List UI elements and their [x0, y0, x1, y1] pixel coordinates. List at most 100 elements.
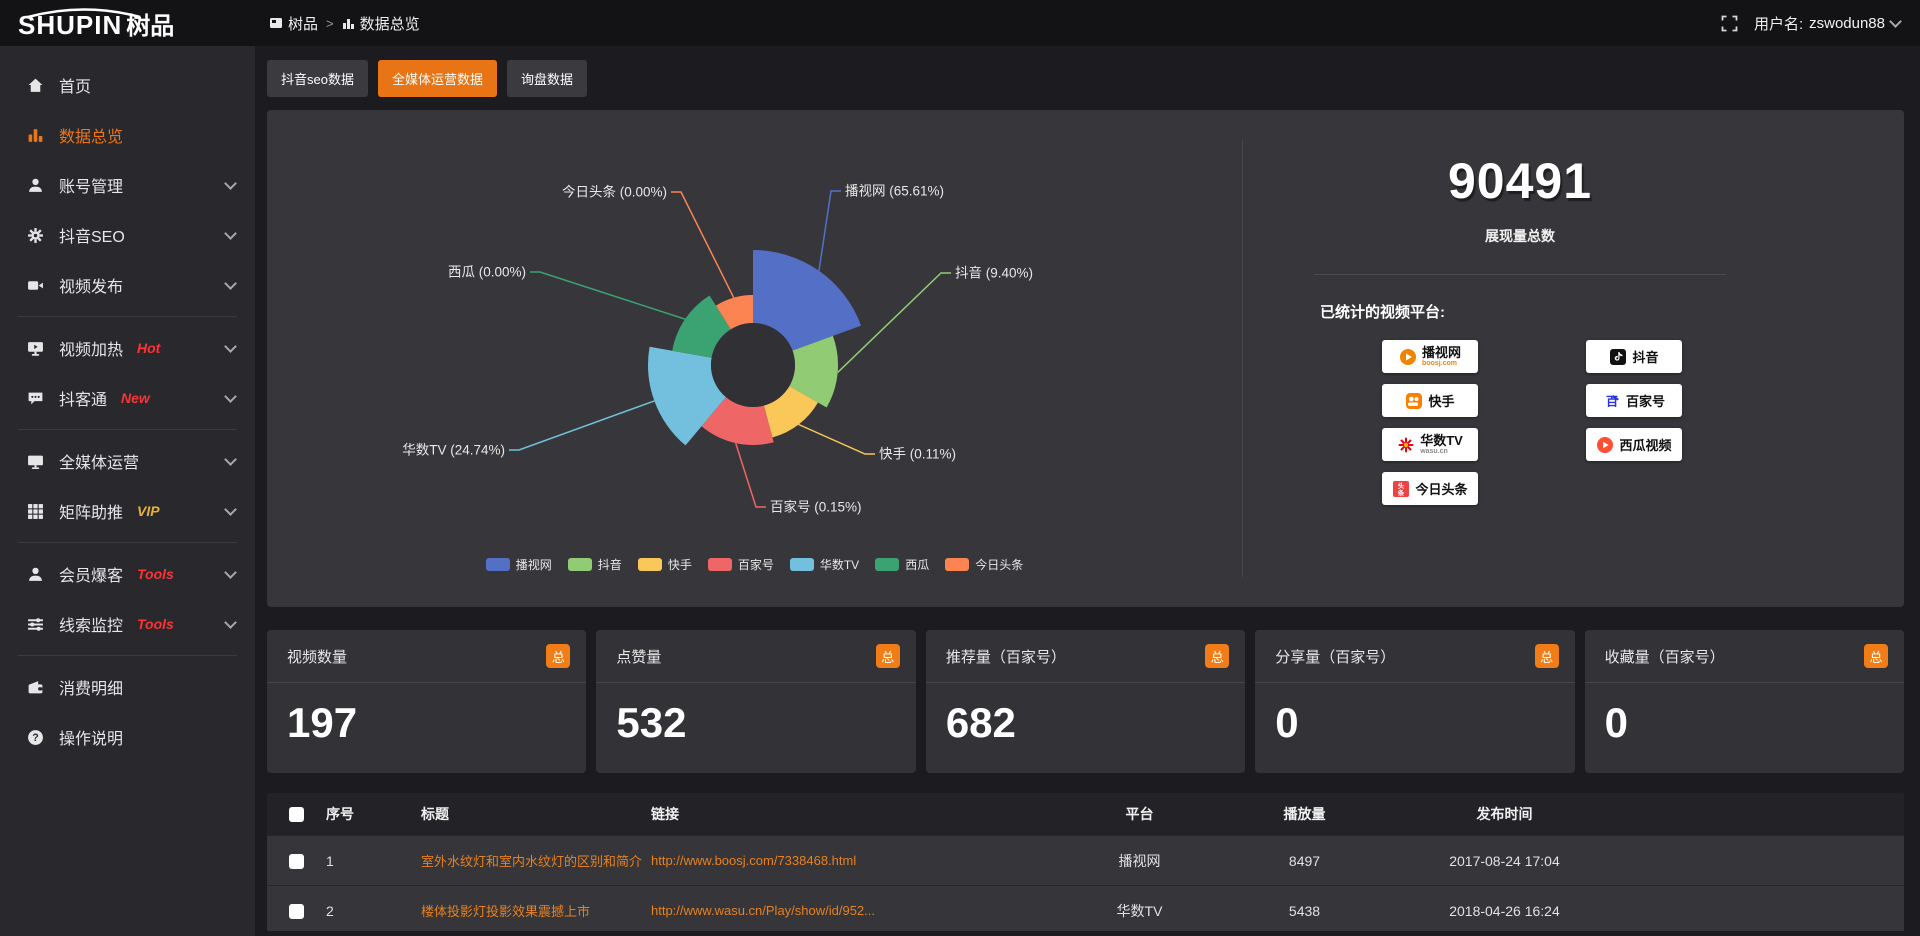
video-camera-icon: [26, 277, 44, 294]
sidebar-item-omnimedia-operation[interactable]: 全媒体运营: [0, 436, 255, 486]
tab-inquiry-data[interactable]: 询盘数据: [506, 60, 587, 97]
card-shares: 分享量（百家号） 总 0: [1255, 630, 1575, 773]
pie-slice-西瓜[interactable]: [672, 295, 731, 358]
breadcrumb-current[interactable]: 数据总览: [342, 13, 420, 34]
chevron-down-icon: [224, 176, 237, 190]
label-line: [798, 423, 875, 455]
select-all-checkbox[interactable]: [288, 807, 304, 823]
logo-arc-icon: [27, 7, 141, 18]
video-title-link[interactable]: 楼体投影灯投影效果震撼上市: [420, 885, 650, 931]
sidebar-item-data-overview[interactable]: 数据总览: [0, 110, 255, 160]
table-row: 2 楼体投影灯投影效果震撼上市 http://www.wasu.cn/Play/…: [267, 885, 1904, 931]
pie-slice-百家号[interactable]: [701, 397, 774, 446]
sidebar-item-spending-details[interactable]: 消费明细: [0, 662, 255, 712]
sidebar-item-douyin-seo[interactable]: 抖音SEO: [0, 210, 255, 260]
chart-legend: 播视网 抖音 快手 百家号 华数TV 西瓜 今日头条: [267, 556, 1242, 573]
video-url-link[interactable]: http://www.boosj.com/7338468.html: [650, 835, 1062, 886]
legend-item[interactable]: 快手: [637, 556, 692, 573]
video-url-link[interactable]: http://www.wasu.cn/Play/show/id/952...: [650, 885, 1062, 931]
summary-divider: [1314, 274, 1726, 275]
pie-slice-播视网[interactable]: [753, 250, 862, 351]
card-value: 682: [945, 699, 1016, 746]
col-index: 序号: [325, 793, 420, 836]
chevron-down-icon: [224, 565, 237, 579]
platform-share-chart[interactable]: 播视网 (65.61%) 抖音 (9.40%) 快手 (0.11%) 百家号 (0.1…: [267, 110, 1242, 607]
home-icon: [26, 77, 44, 94]
legend-swatch: [789, 558, 814, 571]
chevron-down-icon: [224, 339, 237, 353]
vip-tag: VIP: [137, 503, 160, 519]
legend-item[interactable]: 华数TV: [789, 556, 859, 573]
question-circle-icon: ?: [26, 729, 44, 746]
user-menu[interactable]: 用户名: zswodun88: [1754, 13, 1902, 34]
chevron-down-icon: [224, 452, 237, 466]
platform-toutiao[interactable]: 头条 今日头条: [1382, 472, 1478, 505]
total-badge[interactable]: 总: [1534, 644, 1559, 668]
pie-slice-抖音[interactable]: [789, 335, 838, 408]
tools-tag: Tools: [137, 616, 174, 632]
sidebar-divider: [18, 316, 237, 317]
sidebar-item-doutong[interactable]: 抖客通 New: [0, 373, 255, 423]
platform-boosj[interactable]: 播视网 boosj.com: [1382, 340, 1478, 373]
pie-slice-华数TV[interactable]: [648, 346, 727, 446]
fullscreen-icon[interactable]: [1721, 15, 1738, 32]
logo-text-cn: 树品: [126, 12, 175, 40]
monitor-icon: [26, 453, 44, 470]
sidebar-item-member-burst[interactable]: 会员爆客 Tools: [0, 549, 255, 599]
legend-item[interactable]: 今日头条: [945, 556, 1023, 573]
pie-slice-今日头条[interactable]: [715, 295, 753, 330]
baijiahao-icon: 百: [1604, 393, 1619, 408]
tab-douyin-seo-data[interactable]: 抖音seo数据: [267, 60, 368, 97]
app-logo[interactable]: SHUPIN 树品: [0, 6, 255, 41]
platform-xigua[interactable]: 西瓜视频: [1586, 428, 1682, 461]
pie-hole: [711, 323, 795, 407]
new-tag: New: [121, 390, 150, 406]
card-value: 0: [1275, 699, 1299, 746]
total-badge[interactable]: 总: [875, 644, 900, 668]
col-plays: 播放量: [1217, 793, 1392, 836]
total-badge[interactable]: 总: [546, 644, 571, 668]
pie-label: 西瓜 (0.00%): [448, 265, 526, 280]
breadcrumb-root[interactable]: 树品: [269, 13, 318, 34]
sidebar-item-matrix-boost[interactable]: 矩阵助推 VIP: [0, 486, 255, 536]
total-badge[interactable]: 总: [1205, 644, 1230, 668]
rose-pie-chart[interactable]: 播视网 (65.61%) 抖音 (9.40%) 快手 (0.11%) 百家号 (0.1…: [267, 110, 1242, 607]
topbar: SHUPIN 树品 树品 > 数据总览 用户名: zswodun88: [0, 0, 1920, 46]
card-value: 532: [616, 699, 687, 746]
tab-omnimedia-data[interactable]: 全媒体运营数据: [377, 60, 497, 97]
pie-label: 百家号 (0.15%): [770, 499, 862, 515]
pie-label: 今日头条 (0.00%): [562, 184, 667, 200]
row-checkbox[interactable]: [288, 903, 304, 919]
legend-item[interactable]: 抖音: [567, 556, 622, 573]
legend-swatch: [637, 558, 662, 571]
pie-label: 播视网 (65.61%): [845, 184, 944, 199]
total-badge[interactable]: 总: [1864, 644, 1889, 668]
sidebar-item-instructions[interactable]: ? 操作说明: [0, 712, 255, 762]
legend-item[interactable]: 播视网: [485, 556, 552, 573]
platform-baijiahao[interactable]: 百 百家号: [1586, 384, 1682, 417]
pie-slice-快手[interactable]: [763, 386, 818, 438]
sidebar-item-home[interactable]: 首页: [0, 60, 255, 110]
card-video-count: 视频数量 总 197: [267, 630, 587, 773]
platform-kuaishou[interactable]: 快手: [1382, 384, 1478, 417]
total-impressions-label: 展现量总数: [1485, 228, 1555, 244]
sidebar-item-account-management[interactable]: 账号管理: [0, 160, 255, 210]
legend-swatch: [485, 558, 510, 571]
sidebar-item-lead-monitor[interactable]: 线索监控 Tools: [0, 599, 255, 649]
legend-item[interactable]: 西瓜: [875, 556, 929, 573]
member-icon: [26, 566, 44, 583]
xigua-icon: [1597, 436, 1614, 453]
legend-item[interactable]: 百家号: [707, 556, 774, 573]
video-title-link[interactable]: 室外水纹灯和室内水纹灯的区别和简介: [420, 835, 650, 886]
row-checkbox[interactable]: [288, 853, 304, 869]
legend-swatch: [567, 558, 592, 571]
platform-wasu[interactable]: 华数TV wasu.cn: [1382, 428, 1478, 461]
row-publish-time: 2018-04-26 16:24: [1392, 885, 1617, 931]
boosj-icon: [1399, 348, 1416, 365]
boosj-domain: boosj.com: [1421, 359, 1457, 367]
legend-swatch: [875, 558, 900, 571]
platform-douyin[interactable]: 抖音: [1586, 340, 1682, 373]
sidebar-item-video-publish[interactable]: 视频发布: [0, 260, 255, 310]
svg-text:头: 头: [1398, 481, 1405, 490]
sidebar-item-video-heating[interactable]: 视频加热 Hot: [0, 323, 255, 373]
